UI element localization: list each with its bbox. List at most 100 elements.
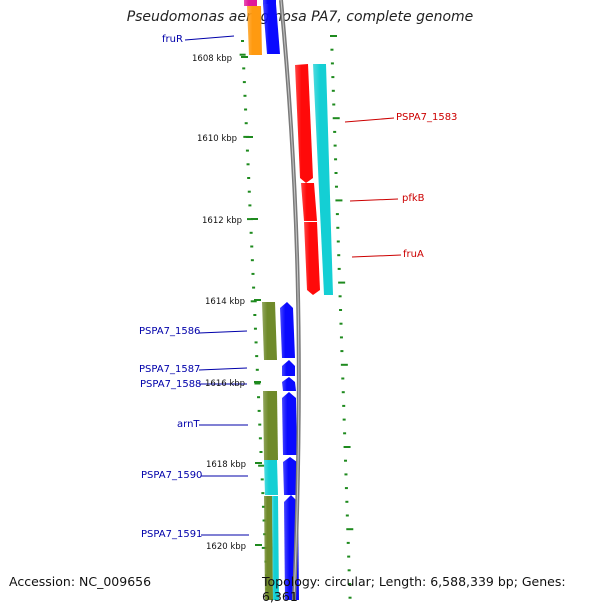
tick-mark (345, 514, 349, 517)
tick-mark (255, 355, 259, 358)
gene-label-pspa7_1588: PSPA7_1588 (140, 379, 201, 390)
tick-mark (338, 295, 342, 298)
tick-mark (244, 122, 248, 125)
tick-mark (348, 583, 352, 585)
tick-mark (257, 409, 261, 412)
tick-mark (344, 473, 348, 476)
kbp-label: 1610 kbp (197, 134, 237, 144)
gene-label-pspa7_1590: PSPA7_1590 (141, 470, 202, 481)
gene-label-frur: fruR (162, 34, 183, 45)
gene-bar (264, 460, 278, 495)
kbp-label: 1616 kbp (205, 379, 245, 389)
kbp-tick (246, 136, 253, 138)
tick-mark (259, 451, 263, 453)
tick-mark (345, 500, 349, 503)
kbp-tick (254, 381, 261, 383)
kbp-tick (241, 56, 248, 58)
tick-mark (339, 336, 343, 339)
tick-mark (330, 62, 334, 65)
tick-mark (261, 505, 265, 508)
leader-line (198, 330, 248, 334)
tick-mark (346, 541, 350, 544)
tick-mark (249, 231, 253, 234)
tick-mark (247, 190, 251, 193)
gene-bar (244, 0, 257, 6)
tick-mark (336, 240, 340, 243)
gene-bar (272, 496, 279, 600)
tick-mark (257, 396, 261, 399)
tick-marks-right (330, 35, 354, 599)
tick-mark (342, 404, 346, 407)
kbp-tick (255, 462, 262, 464)
gene-label-pspa7_1583: PSPA7_1583 (396, 112, 457, 123)
tick-mark (247, 177, 251, 179)
gene-label-pspa7_1591: PSPA7_1591 (141, 529, 202, 540)
tick-mark (337, 267, 341, 270)
gene-bar (264, 496, 273, 600)
gene-bar (282, 360, 295, 376)
tick-mark (331, 76, 335, 79)
gene-bar (282, 377, 296, 391)
tick-mark (255, 368, 259, 371)
tick-mark (330, 35, 337, 37)
tick-mark (338, 281, 346, 284)
gene-bar (301, 183, 317, 221)
gene-bar (280, 302, 295, 358)
tick-mark (248, 204, 252, 207)
tick-mark (333, 144, 337, 147)
tick-mark (333, 130, 337, 133)
tick-mark (251, 272, 255, 275)
gene-bar (282, 392, 297, 455)
tick-mark (260, 478, 264, 481)
tick-mark (334, 172, 338, 174)
tick-mark (344, 459, 348, 462)
tick-mark (334, 185, 338, 188)
kbp-tick (254, 299, 261, 301)
gene-label-arnt: arnT (177, 419, 200, 430)
tick-mark (331, 89, 335, 92)
gene-label-pspa7_1587: PSPA7_1587 (139, 364, 200, 375)
tick-mark (253, 327, 257, 330)
tick-mark (341, 391, 345, 394)
map-title: Pseudomonas aeruginosa PA7, complete gen… (126, 9, 474, 25)
tick-mark (334, 158, 338, 161)
tick-mark (332, 103, 336, 106)
tick-mark (250, 245, 254, 248)
tick-mark (337, 254, 341, 257)
tick-mark (242, 67, 246, 70)
tick-mark (335, 213, 339, 216)
gene-bar (262, 302, 277, 360)
kbp-label: 1612 kbp (202, 216, 242, 226)
tick-mark (258, 437, 262, 440)
gene-label-pfkb: pfkB (402, 193, 425, 204)
kbp-tick (255, 544, 262, 546)
kbp-tick (251, 218, 258, 220)
tick-mark (330, 48, 334, 51)
tick-mark (343, 432, 347, 435)
tick-mark (241, 40, 244, 42)
gene-label-frua: fruA (403, 249, 424, 260)
tick-mark (339, 322, 343, 325)
tick-mark (261, 492, 265, 495)
tick-mark (250, 259, 254, 262)
accession-label: Accession: NC_009656 (9, 574, 152, 589)
tick-mark (247, 218, 254, 221)
tick-mark (344, 487, 348, 490)
tick-mark (243, 94, 247, 97)
tick-mark (252, 286, 256, 289)
gene-bar (247, 6, 262, 55)
genome-backbone (279, 0, 301, 600)
backbone-highlight (280, 0, 300, 600)
gene-bar (304, 222, 320, 295)
leader-line (344, 117, 395, 123)
tick-mark (348, 596, 352, 599)
tick-mark (250, 300, 257, 303)
tick-mark (336, 226, 340, 229)
gene-bar (283, 457, 298, 495)
leader-line (198, 367, 248, 371)
tick-mark (332, 117, 340, 120)
tick-mark (339, 309, 343, 311)
tick-mark (340, 363, 348, 366)
tick-mark (335, 199, 343, 202)
tick-mark (239, 53, 246, 56)
